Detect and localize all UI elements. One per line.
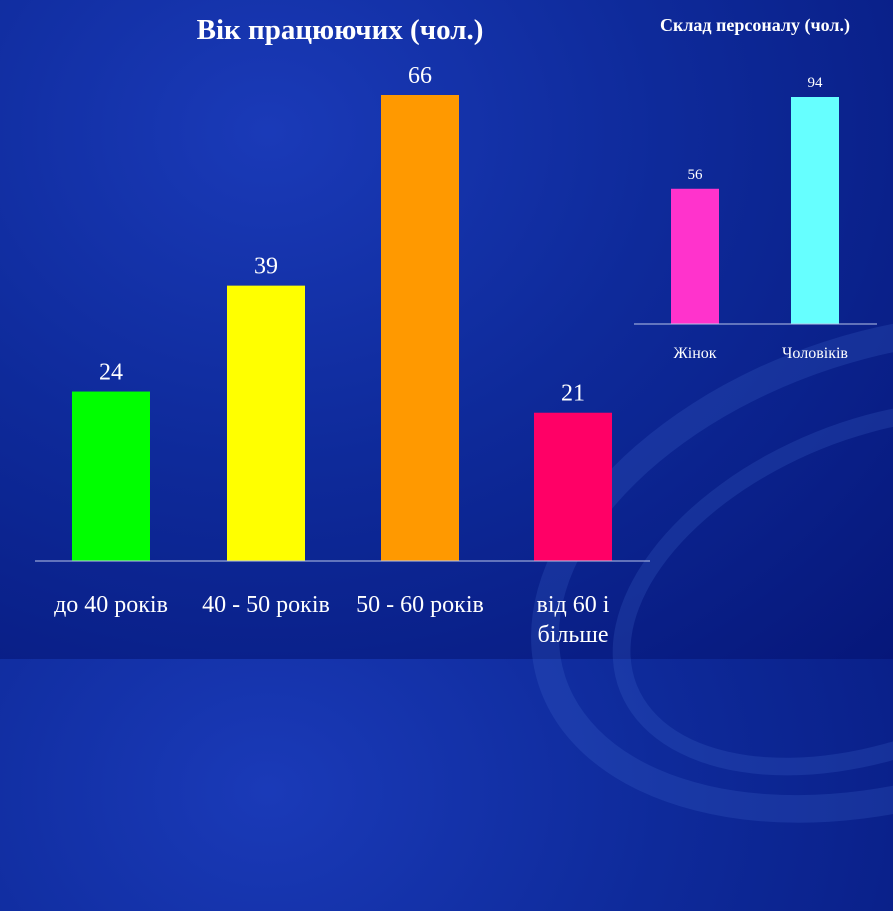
age-value-label: 21 <box>561 381 585 407</box>
age-bar <box>381 95 459 561</box>
age-bar <box>72 391 150 561</box>
chart-canvas: 24 до 40 років 39 40 - 50 років 66 50 - 60 ро… <box>35 63 877 648</box>
age-category-label: 50 - 60 років <box>356 592 484 618</box>
staff-category-label: Жінок <box>673 345 716 362</box>
age-category-label: більше <box>538 622 609 648</box>
age-value-label: 24 <box>99 360 123 386</box>
main-chart-title: Вік працюючих (чол.) <box>196 14 484 46</box>
age-bar <box>227 285 305 561</box>
age-value-label: 66 <box>408 63 432 89</box>
age-value-label: 39 <box>254 254 278 280</box>
age-category-label: до 40 років <box>54 592 168 618</box>
age-category-label: від 60 і <box>537 592 610 618</box>
staff-bar <box>671 188 719 324</box>
staff-category-label: Чоловіків <box>782 345 848 362</box>
age-category-label: 40 - 50 років <box>202 592 330 618</box>
staff-value-label: 56 <box>688 167 704 183</box>
inset-chart-title: Склад персоналу (чол.) <box>659 15 851 35</box>
staff-bar <box>791 97 839 324</box>
staff-value-label: 94 <box>808 75 824 91</box>
age-bar <box>534 412 612 561</box>
